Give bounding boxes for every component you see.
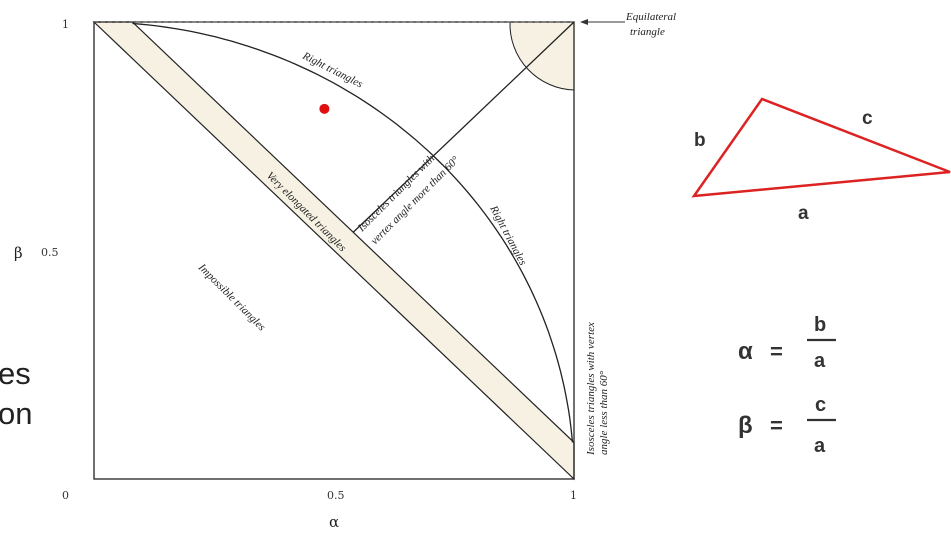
y-tick-1: 1	[62, 18, 69, 31]
impossible-label: Impossible triangles	[195, 261, 268, 334]
alpha-symbol: α	[738, 338, 753, 365]
alpha-formula: α = b a	[738, 314, 836, 372]
elongated-label: Very elongated triangles	[264, 170, 349, 255]
beta-symbol: β	[738, 412, 753, 439]
alpha-numerator: b	[814, 314, 826, 336]
equilateral-arrowhead	[580, 19, 588, 25]
y-axis-symbol: β	[14, 244, 23, 262]
side-a-label: a	[798, 203, 809, 224]
side-b-label: b	[694, 130, 706, 151]
x-axis-symbol: α	[329, 513, 339, 531]
beta-equals: =	[770, 413, 783, 438]
y-tick-0.5: 0.5	[41, 246, 59, 259]
side-c-label: c	[862, 108, 873, 129]
example-point	[319, 103, 330, 114]
alpha-equals: =	[770, 339, 783, 364]
isosceles-line	[352, 21, 575, 233]
equilateral-label-2: triangle	[630, 26, 665, 38]
cutoff-text-line-1: es	[0, 356, 31, 391]
x-tick-0.5: 0.5	[327, 489, 345, 502]
beta-denominator: a	[814, 435, 826, 457]
beta-numerator: c	[815, 394, 826, 416]
right-triangles-side-label: Right triangles	[487, 203, 529, 268]
example-triangle	[691, 97, 951, 198]
isosceles-small-label-2: angle less than 60°	[598, 370, 610, 455]
equilateral-label-1: Equilateral	[625, 11, 676, 23]
origin-label: 0	[62, 489, 69, 502]
alpha-denominator: a	[814, 350, 826, 372]
beta-formula: β = c a	[738, 394, 836, 457]
equilateral-region	[509, 21, 575, 91]
isosceles-small-label-1: Isosceles triangles with vertex	[585, 322, 597, 456]
cutoff-text-line-2: on	[0, 396, 32, 431]
x-tick-1: 1	[570, 489, 577, 502]
